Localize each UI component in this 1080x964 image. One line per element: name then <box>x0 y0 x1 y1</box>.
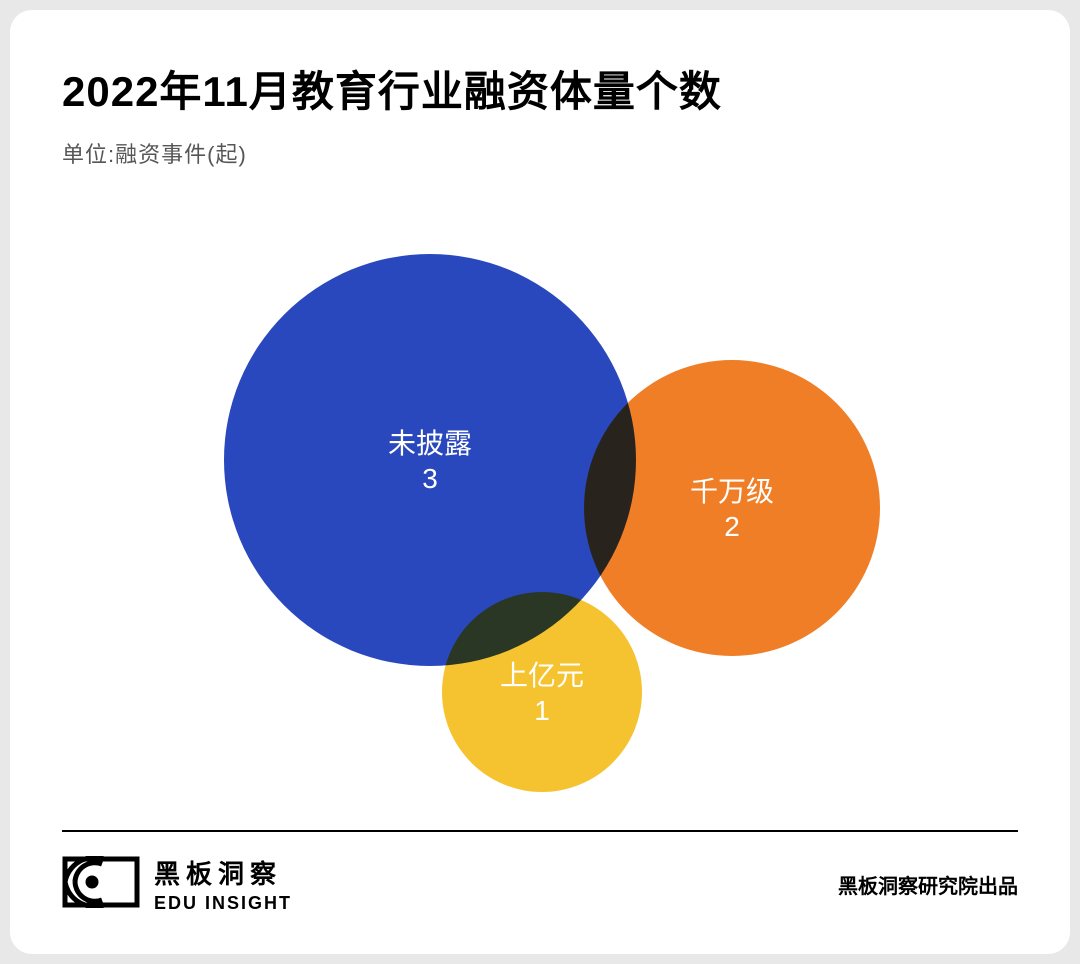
brand-block: 黑板洞察 EDU INSIGHT <box>62 854 292 914</box>
bubble-value: 1 <box>534 695 550 727</box>
brand-name-cn: 黑板洞察 <box>154 854 292 891</box>
bubble-hundred_million: 上亿元1 <box>442 592 642 792</box>
brand-logo-icon <box>62 856 140 913</box>
brand-name-en: EDU INSIGHT <box>154 893 292 914</box>
bubble-label: 未披露 <box>388 426 472 461</box>
chart-card: 2022年11月教育行业融资体量个数 单位:融资事件(起) 未披露3千万级2上亿… <box>10 10 1070 954</box>
brand-text: 黑板洞察 EDU INSIGHT <box>154 854 292 914</box>
bubble-ten_million: 千万级2 <box>584 360 880 656</box>
bubble-chart: 未披露3千万级2上亿元1 <box>10 160 1070 820</box>
footer-credit: 黑板洞察研究院出品 <box>838 870 1018 899</box>
chart-title: 2022年11月教育行业融资体量个数 <box>62 58 1018 119</box>
footer-divider <box>62 830 1018 832</box>
footer-row: 黑板洞察 EDU INSIGHT 黑板洞察研究院出品 <box>62 854 1018 914</box>
bubble-value: 2 <box>724 511 740 543</box>
bubble-label: 上亿元 <box>500 658 584 693</box>
footer: 黑板洞察 EDU INSIGHT 黑板洞察研究院出品 <box>62 830 1018 914</box>
bubble-value: 3 <box>422 463 438 495</box>
bubble-label: 千万级 <box>690 474 774 509</box>
